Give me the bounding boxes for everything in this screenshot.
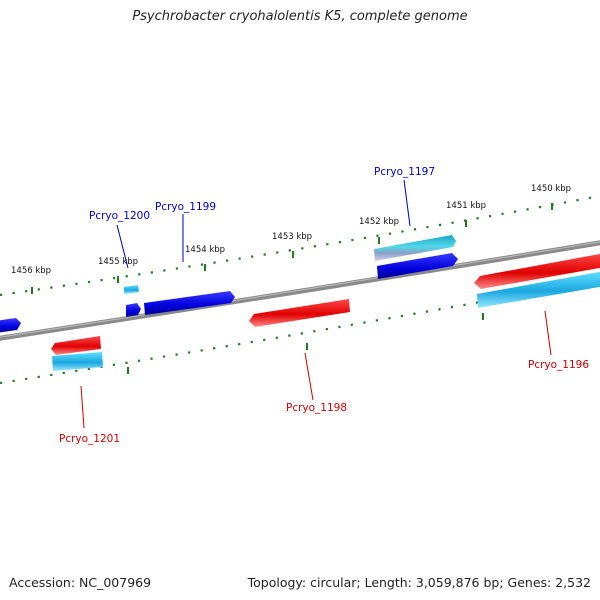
gene-arrow-pcryo-1201[interactable]	[52, 352, 103, 371]
reverse-cds-arrow-pcryo-1196[interactable]	[474, 253, 600, 289]
gene-label[interactable]: Pcryo_1196	[528, 359, 589, 371]
forward-cds-arrow[interactable]	[0, 318, 21, 333]
accession-text: Accession: NC_007969	[9, 575, 152, 590]
upper-scale-ticks	[0, 194, 600, 297]
scale-label: 1455 kbp	[98, 257, 138, 267]
scale-label: 1451 kbp	[446, 201, 486, 211]
scale-label: 1456 kbp	[11, 266, 51, 276]
genome-summary-text: Topology: circular; Length: 3,059,876 bp…	[247, 575, 591, 590]
forward-cds-arrow-pcryo-1200[interactable]	[126, 303, 141, 317]
scale-labels: 1456 kbp 1455 kbp 1454 kbp 1453 kbp 1452…	[11, 184, 571, 276]
gene-label[interactable]: Pcryo_1198	[286, 402, 347, 414]
reverse-strand-features	[51, 253, 600, 371]
lower-scale-ticks	[0, 278, 600, 385]
genome-backbone	[0, 240, 600, 341]
gene-arrow-pcryo-1196[interactable]	[477, 271, 600, 308]
gene-label[interactable]: Pcryo_1199	[155, 201, 216, 213]
scale-label: 1454 kbp	[185, 245, 225, 255]
reverse-cds-arrow-pcryo-1198[interactable]	[249, 299, 350, 327]
gene-arrow-pcryo-1197[interactable]	[374, 235, 456, 261]
forward-cds-arrow-pcryo-1197[interactable]	[377, 253, 458, 279]
reverse-cds-arrow-pcryo-1201[interactable]	[51, 336, 101, 355]
gene-arrow-pcryo-1200[interactable]	[124, 285, 139, 294]
scale-label: 1452 kbp	[359, 217, 399, 227]
map-title: Psychrobacter cryohalolentis K5, complet…	[132, 9, 468, 24]
label-leader-lines	[80, 179, 552, 429]
gene-label[interactable]: Pcryo_1201	[59, 433, 120, 445]
forward-cds-arrow-pcryo-1199[interactable]	[144, 291, 235, 315]
scale-label: 1450 kbp	[531, 184, 571, 194]
gene-label[interactable]: Pcryo_1197	[374, 166, 435, 178]
forward-strand-features	[0, 235, 458, 333]
gene-labels: Pcryo_1200 Pcryo_1199 Pcryo_1197 Pcryo_1…	[59, 166, 589, 445]
scale-label: 1453 kbp	[272, 232, 312, 242]
gene-label[interactable]: Pcryo_1200	[89, 210, 150, 222]
